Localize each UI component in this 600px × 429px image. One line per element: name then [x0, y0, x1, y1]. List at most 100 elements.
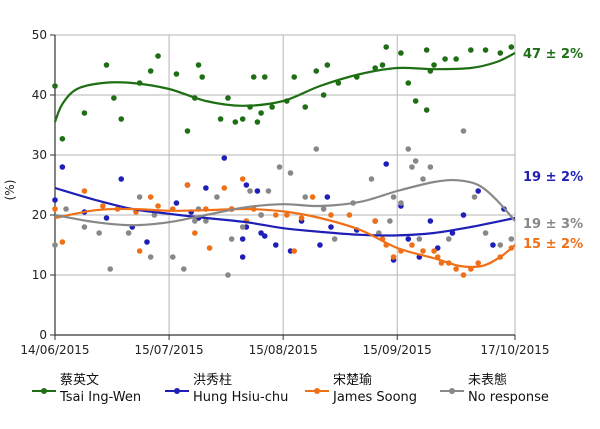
data-point-no-response [390, 194, 397, 200]
data-point-no-response [460, 128, 467, 134]
data-point-no-response [125, 230, 132, 236]
data-point-hung [59, 164, 66, 170]
data-point-soong [136, 248, 143, 254]
data-point-no-response [136, 194, 143, 200]
data-point-tsai [81, 110, 88, 116]
data-point-hung [239, 254, 246, 260]
data-point-no-response [151, 212, 158, 218]
data-point-tsai [423, 47, 430, 53]
data-point-soong [273, 212, 279, 218]
data-point-tsai [442, 56, 448, 62]
end-label-tsai: 47 ± 2% [523, 47, 583, 62]
data-point-no-response [405, 146, 412, 152]
data-point-no-response [482, 230, 489, 236]
legend-label-zh: 未表態 [468, 373, 508, 388]
grid [55, 34, 516, 335]
data-point-tsai [239, 116, 246, 122]
data-point-soong [453, 266, 459, 272]
data-point-hung [221, 155, 228, 161]
data-point-soong [291, 248, 298, 254]
data-point-hung [243, 182, 250, 188]
data-point-tsai [147, 68, 154, 74]
end-label-hung: 19 ± 2% [523, 170, 583, 185]
poll-chart: 0 10 20 30 40 50 14/06/2015 15/07/2015 15/08/201… [3, 28, 583, 357]
data-point-soong [155, 203, 161, 209]
data-point-tsai [254, 119, 261, 125]
legend-swatch-hung [165, 388, 189, 394]
data-point-tsai [313, 68, 320, 74]
data-point-no-response [52, 242, 58, 248]
data-point-soong [184, 182, 191, 188]
legend-label-en: James Soong [333, 390, 418, 405]
data-point-tsai [258, 110, 264, 116]
data-point-hung [144, 239, 150, 245]
data-point-hung [118, 176, 125, 182]
data-point-tsai [320, 92, 327, 98]
data-point-soong [192, 230, 198, 236]
data-point-soong [420, 248, 426, 254]
legend-swatch-marker [449, 388, 455, 394]
data-point-tsai [217, 116, 224, 122]
legend-label-soong: 宋楚瑜 James Soong [333, 372, 417, 406]
data-point-tsai [261, 74, 268, 80]
legend: 蔡英文 Tsai Ing-Wen 洪秀柱 Hung Hsiu-chu 宋楚瑜 James … [0, 370, 600, 429]
data-point-tsai [232, 119, 239, 125]
data-point-hung [427, 218, 434, 224]
data-point-tsai [335, 80, 342, 86]
data-point-tsai [412, 98, 419, 104]
data-point-soong [100, 203, 106, 209]
y-tick-label: 10 [32, 268, 47, 282]
data-point-no-response [427, 164, 434, 170]
data-point-no-response [387, 218, 393, 224]
data-point-no-response [63, 206, 69, 212]
data-point-no-response [107, 266, 113, 272]
axes: 0 10 20 30 40 50 14/06/2015 15/07/2015 15/08/201… [20, 28, 549, 357]
data-point-tsai [383, 44, 390, 50]
data-point-tsai [184, 128, 191, 134]
end-label-soong: 15 ± 2% [523, 237, 583, 252]
data-point-soong [460, 272, 467, 278]
data-point-no-response [331, 236, 338, 242]
legend-label-no-response: 未表態 No response [468, 372, 549, 406]
legend-label-tsai: 蔡英文 Tsai Ing-Wen [60, 372, 141, 406]
data-point-no-response [258, 212, 264, 218]
legend-label-zh: 宋楚瑜 [333, 373, 373, 388]
legend-swatch-soong [305, 388, 329, 394]
data-point-no-response [320, 206, 327, 212]
legend-label-en: No response [468, 390, 549, 405]
legend-label-en: Hung Hsiu-chu [193, 390, 289, 405]
x-tick-label: 14/06/2015 [20, 343, 89, 357]
data-point-soong [475, 260, 482, 266]
data-point-no-response [368, 176, 375, 182]
data-point-tsai [195, 62, 202, 68]
data-point-soong [239, 176, 246, 182]
data-point-tsai [398, 50, 404, 56]
data-point-hung [261, 233, 268, 239]
legend-swatch-marker [174, 388, 180, 394]
y-tick-label: 30 [32, 148, 47, 162]
data-point-soong [147, 194, 154, 200]
data-point-tsai [291, 74, 298, 80]
legend-swatch-no-response [440, 388, 464, 394]
data-point-hung [273, 242, 279, 248]
data-point-tsai [405, 80, 412, 86]
data-point-tsai [497, 50, 504, 56]
end-labels: 47 ± 2% 19 ± 2% 15 ± 2% 19 ± 3% [523, 47, 583, 252]
data-point-hung [317, 242, 323, 248]
data-point-hung [103, 215, 110, 221]
data-point-no-response [445, 236, 452, 242]
data-point-no-response [276, 164, 283, 170]
data-point-tsai [508, 44, 515, 50]
legend-label-hung: 洪秀柱 Hung Hsiu-chu [193, 372, 288, 406]
data-point-hung [460, 212, 467, 218]
data-point-tsai [379, 62, 386, 68]
data-point-no-response [409, 164, 415, 170]
data-point-no-response [508, 236, 515, 242]
data-point-soong [409, 242, 415, 248]
data-point-tsai [199, 74, 205, 80]
legend-label-en: Tsai Ing-Wen [60, 390, 142, 405]
data-point-tsai [269, 104, 275, 110]
data-point-tsai [225, 95, 231, 101]
legend-swatch-marker [41, 388, 47, 394]
data-point-no-response [265, 188, 272, 194]
